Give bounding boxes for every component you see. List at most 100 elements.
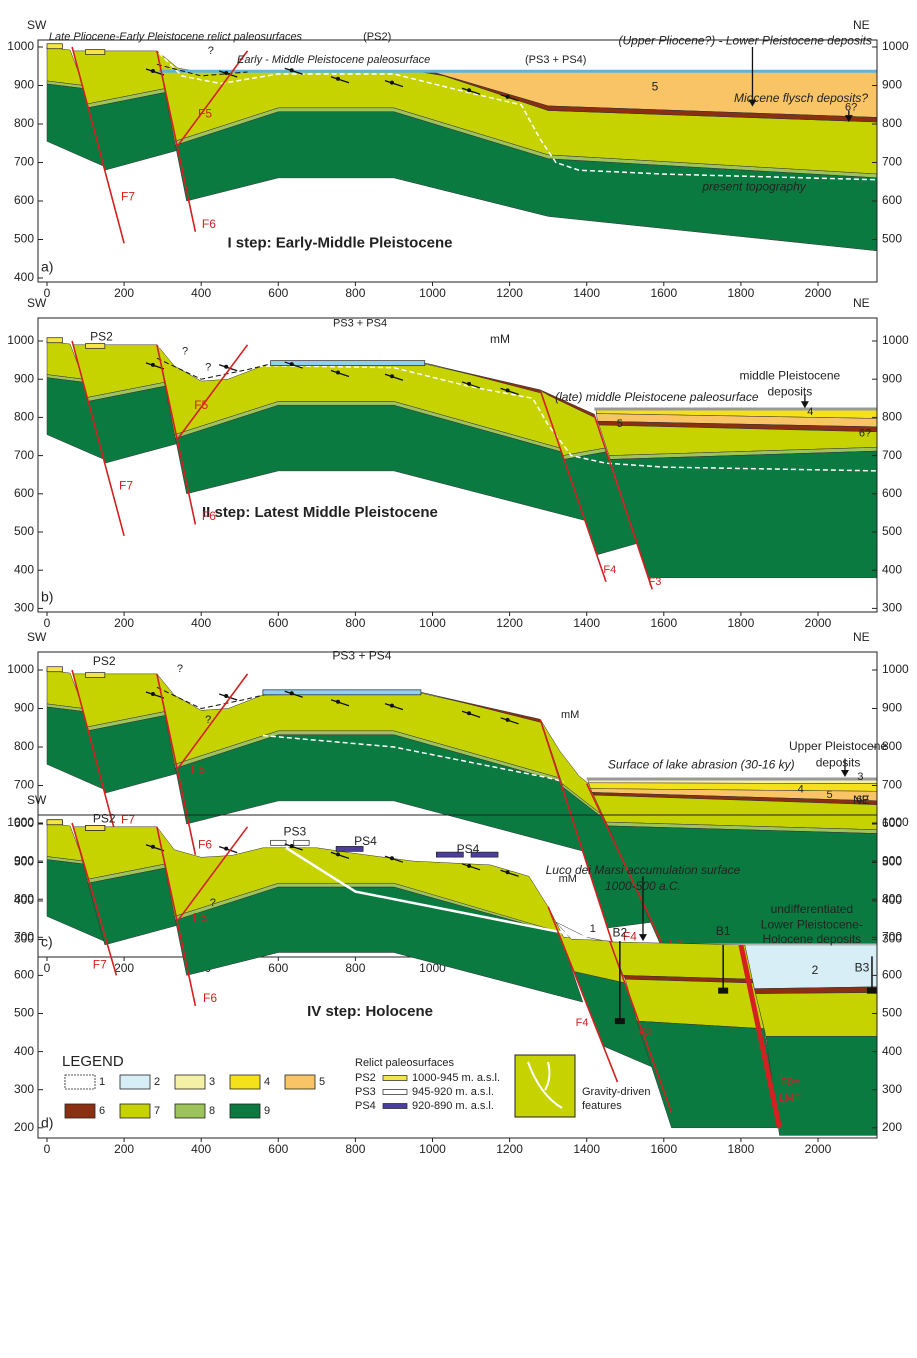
x-tick-label: 2000 xyxy=(805,616,832,630)
x-tick-label: 1800 xyxy=(728,286,755,300)
annotation: F4 xyxy=(576,1017,589,1029)
x-tick-label: 0 xyxy=(44,1142,51,1156)
annotation: ? xyxy=(208,45,214,57)
paleosurface-bar xyxy=(294,840,309,845)
y-tick-label: 1000 xyxy=(7,39,34,53)
y-tick-label: 500 xyxy=(882,1006,902,1020)
y-tick-label: 800 xyxy=(14,410,34,424)
dip-dot xyxy=(467,864,471,868)
legend-item: 1 xyxy=(99,1076,105,1088)
y-tick-label: 500 xyxy=(14,232,34,246)
y-tick-label: 700 xyxy=(882,778,902,792)
legend-gravity-text: features xyxy=(582,1100,622,1112)
x-tick-label: 1000 xyxy=(419,616,446,630)
annotation: ? xyxy=(177,663,183,675)
dip-dot xyxy=(467,88,471,92)
x-tick-label: 1000 xyxy=(419,1142,446,1156)
borehole-end xyxy=(615,1018,625,1024)
legend-swatch xyxy=(175,1104,205,1118)
y-tick-label: 900 xyxy=(14,371,34,385)
legend-swatch xyxy=(230,1075,260,1089)
annotation: F5 xyxy=(198,107,212,121)
y-tick-label: 800 xyxy=(14,116,34,130)
dip-dot xyxy=(336,77,340,81)
annotation: present topography xyxy=(701,179,806,193)
annotation: Holocene deposits xyxy=(762,932,861,946)
legend-swatch xyxy=(120,1075,150,1089)
x-tick-label: 2000 xyxy=(805,286,832,300)
y-tick-label: 800 xyxy=(14,891,34,905)
x-tick-label: 1400 xyxy=(573,1142,600,1156)
y-tick-label: 1000 xyxy=(7,333,34,347)
y-tick-label: 500 xyxy=(882,232,902,246)
ne-label: NE xyxy=(853,296,870,310)
x-tick-label: 400 xyxy=(191,286,211,300)
legend-title: LEGEND xyxy=(62,1053,124,1070)
paleosurface-bar xyxy=(86,825,105,830)
paleosurface-bar xyxy=(86,50,105,55)
dip-dot xyxy=(151,69,155,73)
y-tick-label: 900 xyxy=(14,78,34,92)
annotation: deposits xyxy=(816,755,861,769)
y-tick-label: 200 xyxy=(14,1120,34,1134)
dip-dot xyxy=(506,870,510,874)
annotation: PS2 xyxy=(93,654,116,668)
legend-swatch xyxy=(230,1104,260,1118)
x-tick-label: 1600 xyxy=(650,1142,677,1156)
annotation: F0= xyxy=(780,1077,799,1089)
annotation: ? xyxy=(205,714,211,726)
arrow-head xyxy=(639,934,647,941)
annotation: F5 xyxy=(194,398,208,412)
y-tick-label: 700 xyxy=(14,778,34,792)
annotation: ? xyxy=(205,362,211,374)
arrow-head xyxy=(841,770,849,777)
dip-dot xyxy=(151,692,155,696)
annotation: 3 xyxy=(857,771,863,783)
annotation: Lower Pleistocene- xyxy=(761,917,863,931)
x-tick-label: 1200 xyxy=(496,616,523,630)
borehole-end xyxy=(718,988,728,994)
annotation: deposits xyxy=(768,384,813,398)
sw-label: SW xyxy=(27,296,47,310)
paleosurface-bar xyxy=(47,338,62,343)
dip-dot xyxy=(506,95,510,99)
annotation: F6 xyxy=(202,217,216,231)
legend-swatch xyxy=(120,1104,150,1118)
x-tick-label: 400 xyxy=(191,616,211,630)
y-tick-label: 800 xyxy=(882,891,902,905)
x-tick-label: 200 xyxy=(114,286,134,300)
y-tick-label: 500 xyxy=(14,524,34,538)
dip-dot xyxy=(290,691,294,695)
y-tick-label: 300 xyxy=(14,601,34,615)
dip-dot xyxy=(224,71,228,75)
legend-relict-range: 1000-945 m. a.s.l. xyxy=(412,1072,500,1084)
legend-gravity-box xyxy=(515,1055,575,1117)
annotation: (late) middle Pleistocene paleosurface xyxy=(555,390,759,404)
x-tick-label: 1600 xyxy=(650,616,677,630)
section-0 xyxy=(47,44,880,251)
annotation: F3 xyxy=(638,1027,651,1039)
annotation: mM xyxy=(561,709,579,721)
dip-dot xyxy=(506,718,510,722)
dip-dot xyxy=(224,694,228,698)
dip-dot xyxy=(336,370,340,374)
annotation: ? xyxy=(182,346,188,358)
dip-dot xyxy=(506,388,510,392)
annotation: B1 xyxy=(716,924,731,938)
y-tick-label: 600 xyxy=(882,968,902,982)
annotation: undifferentiated xyxy=(771,902,854,916)
legend-item: 4 xyxy=(264,1076,270,1088)
y-tick-label: 800 xyxy=(882,116,902,130)
x-tick-label: 0 xyxy=(44,616,51,630)
annotation: mM xyxy=(490,332,510,346)
y-tick-label: 400 xyxy=(14,270,34,284)
y-tick-label: 600 xyxy=(882,486,902,500)
sw-label: SW xyxy=(27,793,47,807)
legend-item: 2 xyxy=(154,1076,160,1088)
x-tick-label: 600 xyxy=(268,1142,288,1156)
dip-dot xyxy=(336,700,340,704)
y-tick-label: 700 xyxy=(14,448,34,462)
annotation: F7 xyxy=(93,957,107,971)
y-tick-label: 200 xyxy=(882,1120,902,1134)
y-tick-label: 1000 xyxy=(7,815,34,829)
